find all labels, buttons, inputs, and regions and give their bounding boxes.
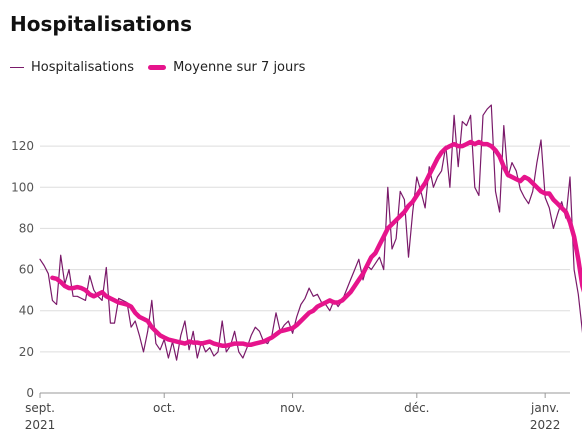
x-tick-label: nov. xyxy=(280,401,305,415)
y-tick-label: 120 xyxy=(11,139,34,153)
y-tick-label: 20 xyxy=(19,345,34,359)
legend: Hospitalisations Moyenne sur 7 jours xyxy=(10,60,319,75)
chart-title: Hospitalisations xyxy=(10,12,193,36)
legend-item-daily[interactable]: Hospitalisations xyxy=(10,60,134,75)
grid-lines xyxy=(40,145,570,394)
x-tick-year: 2022 xyxy=(530,418,561,432)
x-tick-label: sept. xyxy=(25,401,55,415)
series-line-daily xyxy=(39,104,582,361)
y-tick-label: 0 xyxy=(26,386,34,400)
x-axis: sept. 2021 oct. nov. déc. janv. 2022 xyxy=(25,393,561,432)
x-tick-label: déc. xyxy=(404,401,429,415)
legend-swatch-average xyxy=(148,65,167,70)
legend-label-daily: Hospitalisations xyxy=(31,60,135,75)
y-axis: 0 20 40 60 80 100 120 xyxy=(11,139,34,400)
y-tick-label: 100 xyxy=(11,180,34,194)
y-tick-label: 80 xyxy=(19,221,34,235)
legend-item-average[interactable]: Moyenne sur 7 jours xyxy=(148,60,305,75)
legend-swatch-daily xyxy=(10,67,24,68)
legend-label-average: Moyenne sur 7 jours xyxy=(173,60,306,75)
x-tick-label: janv. xyxy=(530,401,559,415)
series-group xyxy=(39,104,582,361)
x-tick-year: 2021 xyxy=(25,418,56,432)
x-tick-label: oct. xyxy=(153,401,175,415)
y-tick-label: 40 xyxy=(19,304,34,318)
series-line-average xyxy=(50,139,582,348)
y-tick-label: 60 xyxy=(19,263,34,277)
